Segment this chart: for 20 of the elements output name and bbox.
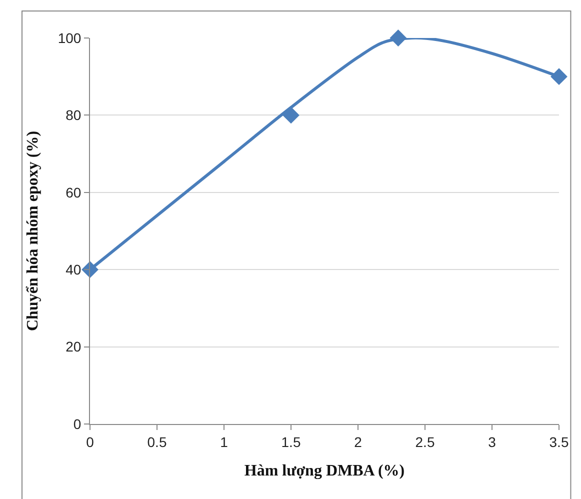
x-tick-label: 3.5 [549, 434, 569, 450]
x-tick-label: 1 [220, 434, 228, 450]
point [550, 68, 568, 86]
point [82, 261, 98, 278]
x-tick-label: 3 [488, 434, 496, 450]
x-tick-label: 2.5 [415, 434, 435, 450]
y-tick-label: 0 [73, 416, 82, 432]
y-tick-label: 80 [66, 107, 82, 124]
y-tick-label: 60 [66, 184, 82, 200]
x-tick-label: 2 [354, 434, 362, 450]
point [282, 106, 300, 124]
point [390, 30, 407, 46]
x-tick-label: 1.5 [281, 434, 301, 450]
x-tick-label: 0 [86, 434, 94, 450]
y-axis-title: Chuyển hóa nhóm epoxy (%) [24, 130, 42, 332]
y-tick-label: 100 [58, 30, 82, 46]
x-tick-label: 0.5 [147, 434, 167, 450]
y-tick-label: 20 [66, 338, 82, 355]
x-axis-title: Hàm lượng DMBA (%) [244, 462, 405, 480]
y-tick-label: 40 [66, 262, 82, 278]
